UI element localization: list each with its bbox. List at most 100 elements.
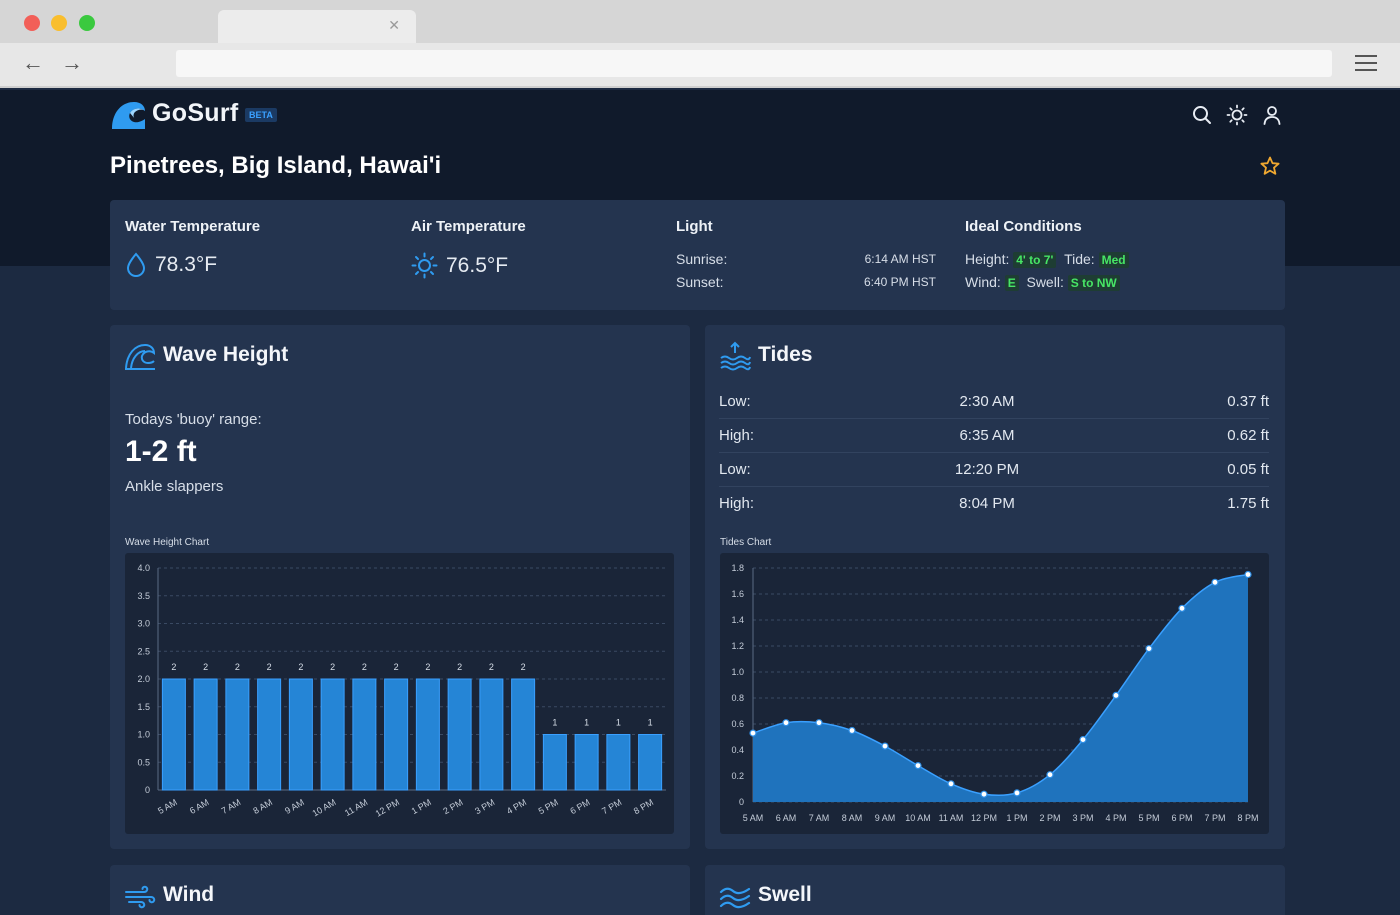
bar (161, 678, 186, 791)
data-label: 2 (203, 662, 208, 672)
y-tick-label: 0.2 (731, 771, 744, 781)
y-tick-label: 1.0 (137, 730, 150, 740)
data-point (1145, 644, 1153, 653)
buoy-range-value: 1-2 ft (125, 435, 197, 468)
data-point (914, 762, 922, 770)
hamburger-menu-icon[interactable] (1355, 55, 1377, 76)
tide-time: 2:30 AM (959, 393, 1015, 410)
x-tick-label: 6 PM (568, 797, 591, 816)
x-tick-label: 10 AM (905, 813, 931, 823)
app-name[interactable]: GoSurf (152, 99, 239, 127)
forward-arrow-icon[interactable]: → (61, 50, 83, 75)
x-tick-label: 8 AM (251, 797, 274, 816)
wave-chart-title: Wave Height Chart (125, 537, 210, 548)
tide-type: Low: (719, 461, 751, 478)
page: GoSurf BETA Pinetrees, Big Island, (0, 90, 1400, 915)
back-arrow-icon[interactable]: ← (22, 50, 44, 75)
tide-time: 12:20 PM (954, 461, 1020, 478)
tides-title: Tides (758, 343, 813, 366)
data-label: 1 (552, 718, 557, 728)
data-point (1112, 691, 1120, 699)
x-tick-label: 2 PM (1039, 813, 1060, 823)
theme-toggle-sun-icon[interactable] (1226, 104, 1248, 126)
air-temperature-title: Air Temperature (411, 218, 526, 235)
light-title: Light (676, 218, 713, 235)
x-tick-label: 11 AM (939, 813, 964, 823)
conditions-panel: Water Temperature 78.3°F Air Temperature (110, 200, 1285, 310)
search-icon[interactable] (1191, 104, 1213, 126)
sunset-label: Sunset: (676, 274, 724, 290)
close-window-button[interactable] (24, 15, 40, 31)
air-temperature: Air Temperature 76.5°F (411, 218, 526, 279)
x-tick-label: 8 AM (842, 813, 863, 823)
favorite-star-icon[interactable] (1259, 155, 1281, 177)
wind-title: Wind (163, 883, 215, 906)
bar (384, 678, 409, 791)
data-label: 1 (584, 718, 589, 728)
ideal-swell-value: S to NW (1067, 275, 1120, 291)
tide-row: High: 6:35 AM 0.62 ft (719, 419, 1269, 453)
data-point (1013, 789, 1021, 797)
x-tick-label: 1 PM (410, 797, 433, 816)
bar (225, 678, 250, 791)
sunset-row: Sunset: 6:40 PM HST (676, 274, 936, 290)
water-temperature: Water Temperature 78.3°F (125, 218, 261, 278)
sunset-time: 6:40 PM HST (863, 275, 936, 289)
tide-height: 0.37 ft (1227, 393, 1269, 410)
y-tick-label: 0.6 (731, 719, 744, 729)
x-tick-label: 4 PM (1105, 813, 1126, 823)
tides-chart-svg: 0 0.2 0.4 0.6 0.8 1.0 1.2 1.4 1.6 1.8 5 AM 6 AM 7 AM… (731, 563, 1258, 823)
buoy-range-description: Ankle slappers (125, 478, 224, 495)
water-temperature-title: Water Temperature (125, 218, 261, 235)
bar (320, 678, 345, 791)
x-tick-label: 12 PM (971, 813, 997, 823)
sunrise-row: Sunrise: 6:14 AM HST (676, 251, 936, 267)
data-label: 2 (457, 662, 462, 672)
x-tick-label: 6 PM (1171, 813, 1192, 823)
y-tick-label: 0 (145, 785, 150, 795)
wave-height-chart-svg: 0 0.5 1.0 1.5 2.0 2.5 3.0 3.5 4.0 2 5 AM 2 6 AM 2 7 AM… (137, 563, 666, 819)
ideal-conditions-title: Ideal Conditions (965, 218, 1082, 235)
data-label: 2 (235, 662, 240, 672)
tab-close-icon[interactable]: ✕ (388, 17, 400, 33)
wave-icon (125, 343, 156, 370)
data-label: 1 (616, 718, 621, 728)
ideal-tide-label: Tide: (1064, 251, 1095, 267)
tide-type: High: (719, 427, 755, 444)
buoy-range-label: Todays 'buoy' range: (125, 411, 262, 428)
air-temperature-value: 76.5°F (446, 253, 509, 277)
data-label: 2 (267, 662, 272, 672)
swell-title: Swell (758, 883, 812, 906)
bar (638, 734, 663, 791)
site-header: GoSurf BETA (110, 90, 1285, 140)
data-label: 2 (171, 662, 176, 672)
ideal-tide-value: Med (1098, 252, 1129, 268)
ideal-wind-value: E (1004, 275, 1019, 291)
wave-logo-icon[interactable] (110, 100, 146, 130)
x-tick-label: 2 PM (441, 797, 464, 816)
x-tick-label: 9 AM (875, 813, 896, 823)
x-tick-label: 1 PM (1006, 813, 1027, 823)
minimize-window-button[interactable] (51, 15, 67, 31)
data-label: 2 (362, 662, 367, 672)
y-tick-label: 3.0 (137, 619, 150, 629)
tide-type: Low: (719, 393, 751, 410)
browser-tab[interactable]: ✕ (218, 10, 416, 43)
data-label: 2 (489, 662, 494, 672)
data-point (881, 742, 889, 750)
x-tick-label: 7 AM (809, 813, 830, 823)
data-point (1046, 771, 1054, 779)
data-point (848, 726, 856, 735)
tide-row: Low: 12:20 PM 0.05 ft (719, 453, 1269, 487)
x-tick-label: 7 PM (600, 797, 623, 816)
x-tick-label: 8 PM (1237, 813, 1258, 823)
data-point (815, 719, 823, 727)
data-label: 1 (648, 718, 653, 728)
swell-card: Swell (705, 865, 1285, 915)
x-tick-label: 11 AM (343, 797, 370, 818)
page-title: Pinetrees, Big Island, Hawai'i (110, 152, 442, 179)
y-tick-label: 1.5 (137, 702, 150, 712)
maximize-window-button[interactable] (79, 15, 95, 31)
user-icon[interactable] (1261, 104, 1283, 126)
address-bar[interactable] (176, 50, 1332, 77)
